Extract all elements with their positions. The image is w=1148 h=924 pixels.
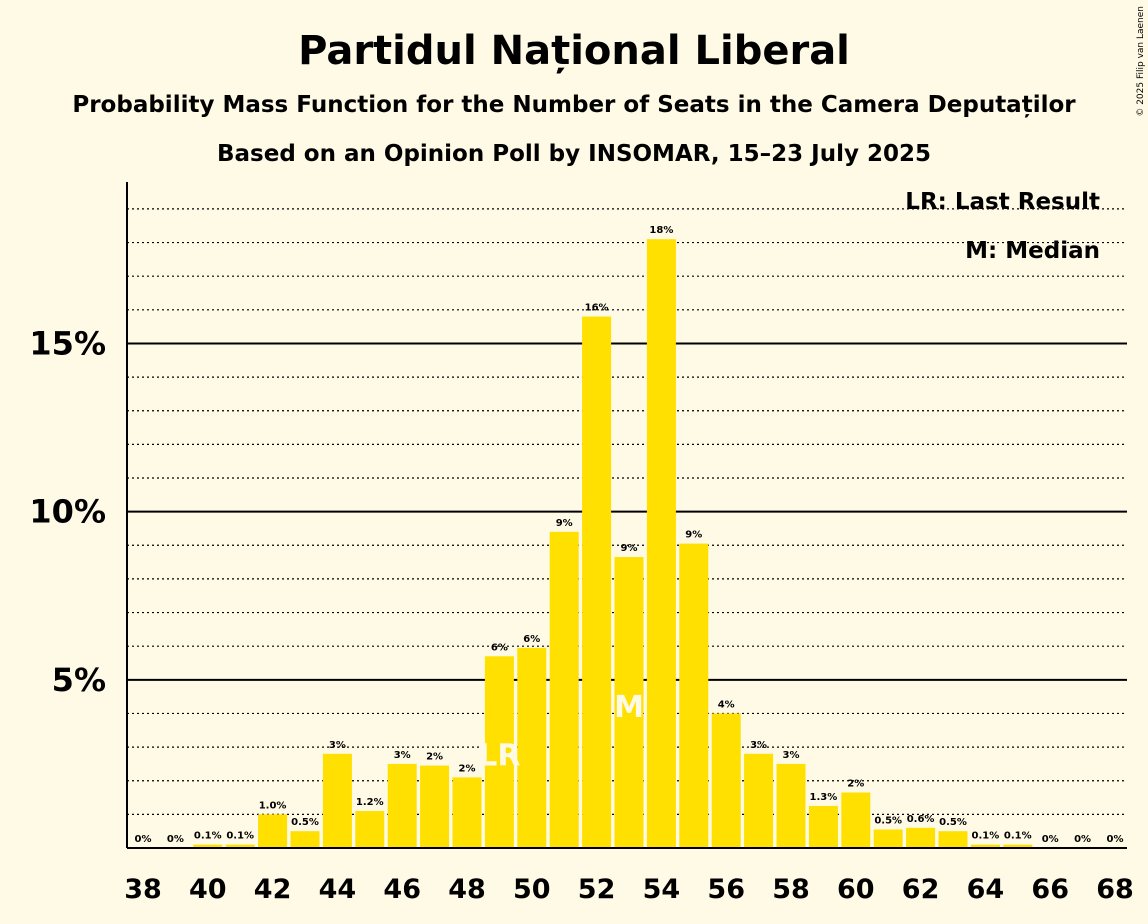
x-tick-label: 56 — [707, 874, 745, 905]
bar-label-seat-45: 1.2% — [356, 797, 384, 808]
last-result-marker: LR — [478, 739, 520, 774]
bar-label-seat-49: 6% — [491, 642, 508, 653]
bar-seat-54 — [646, 239, 676, 848]
bar-seat-41 — [225, 844, 255, 848]
x-tick-label: 40 — [189, 874, 227, 905]
bar-label-seat-62: 0.6% — [907, 814, 935, 825]
bar-label-seat-54: 18% — [649, 225, 673, 236]
x-tick-label: 54 — [643, 874, 681, 905]
chart-subtitle: Probability Mass Function for the Number… — [72, 92, 1076, 118]
bar-label-seat-43: 0.5% — [291, 817, 319, 828]
bar-label-seat-47: 2% — [426, 752, 443, 763]
bar-label-seat-51: 9% — [556, 518, 573, 529]
bar-label-seat-65: 0.1% — [1004, 831, 1032, 842]
x-tick-label: 48 — [448, 874, 486, 905]
bar-label-seat-56: 4% — [718, 699, 735, 710]
bar-label-seat-38: 0% — [135, 834, 152, 845]
bar-labels: 0% 0% 0.1% 0.1% 1.0% 0.5% 3% 1.2% 3% 2% 2% 6% 6% 9% 16… — [135, 225, 1124, 845]
bar-seat-44 — [322, 753, 352, 848]
bar-label-seat-58: 3% — [783, 750, 800, 761]
legend-median: M: Median — [965, 238, 1100, 264]
bar-seat-52 — [582, 316, 612, 849]
y-tick-label: 10% — [29, 493, 106, 531]
chart-title: Partidul Național Liberal — [298, 28, 850, 74]
bar-label-seat-57: 3% — [750, 740, 767, 751]
bar-label-seat-61: 0.5% — [874, 816, 902, 827]
y-tick-label: 15% — [29, 324, 106, 362]
copyright-notice: © 2025 Filip van Laenen — [1136, 6, 1146, 117]
bar-seat-60 — [841, 792, 871, 848]
bar-label-seat-40: 0.1% — [194, 831, 222, 842]
bar-seat-64 — [970, 844, 1000, 848]
bar-seat-40 — [193, 844, 223, 848]
bar-label-seat-41: 0.1% — [226, 831, 254, 842]
bar-label-seat-53: 9% — [621, 543, 638, 554]
bar-seat-61 — [873, 829, 903, 848]
x-tick-label: 52 — [578, 874, 616, 905]
bar-seat-55 — [679, 543, 709, 848]
bar-seat-57 — [744, 753, 774, 848]
x-tick-label: 50 — [513, 874, 551, 905]
bar-label-seat-64: 0.1% — [972, 831, 1000, 842]
bar-seat-59 — [808, 805, 838, 848]
bar-seat-46 — [387, 763, 417, 848]
bar-seat-43 — [290, 831, 320, 848]
bar-label-seat-46: 3% — [394, 750, 411, 761]
x-tick-label: 60 — [837, 874, 875, 905]
bar-seat-65 — [1003, 844, 1033, 848]
bar-label-seat-68: 0% — [1107, 834, 1124, 845]
bar-seat-48 — [452, 777, 482, 848]
bar-label-seat-39: 0% — [167, 834, 184, 845]
bar-label-seat-52: 16% — [585, 303, 609, 314]
x-tick-label: 64 — [967, 874, 1005, 905]
bar-label-seat-59: 1.3% — [810, 792, 838, 803]
x-tick-label: 46 — [383, 874, 421, 905]
bar-seat-62 — [906, 827, 936, 848]
bar-label-seat-60: 2% — [847, 779, 864, 790]
bar-label-seat-44: 3% — [329, 740, 346, 751]
bar-seat-53 — [614, 557, 644, 848]
x-tick-labels: 38 40 42 44 46 48 50 52 54 56 58 60 62 64 66 68 — [124, 874, 1134, 905]
bar-seat-45 — [355, 811, 385, 848]
y-tick-labels: 5% 10% 15% — [29, 324, 106, 698]
bar-seat-58 — [776, 763, 806, 848]
bar-seat-42 — [258, 814, 288, 848]
bar-label-seat-67: 0% — [1074, 834, 1091, 845]
bar-label-seat-50: 6% — [523, 634, 540, 645]
bar-seat-50 — [517, 647, 547, 848]
bar-seat-47 — [420, 765, 450, 848]
bar-seat-56 — [711, 713, 741, 848]
y-tick-label: 5% — [52, 661, 106, 699]
x-tick-label: 58 — [772, 874, 810, 905]
x-tick-label: 44 — [319, 874, 357, 905]
x-tick-label: 38 — [124, 874, 162, 905]
bar-label-seat-48: 2% — [459, 763, 476, 774]
bar-label-seat-55: 9% — [685, 530, 702, 541]
chart-source: Based on an Opinion Poll by INSOMAR, 15–… — [217, 141, 931, 167]
bars — [193, 239, 1033, 849]
x-tick-label: 66 — [1031, 874, 1069, 905]
bar-label-seat-66: 0% — [1042, 834, 1059, 845]
legend-last-result: LR: Last Result — [905, 189, 1100, 215]
bar-seat-63 — [938, 831, 968, 848]
x-tick-label: 62 — [902, 874, 940, 905]
axes — [126, 182, 1127, 849]
bar-seat-51 — [549, 531, 579, 848]
bar-label-seat-42: 1.0% — [259, 800, 287, 811]
x-tick-label: 68 — [1096, 874, 1134, 905]
x-tick-label: 42 — [254, 874, 292, 905]
bar-seat-49 — [484, 656, 514, 848]
bar-label-seat-63: 0.5% — [939, 817, 967, 828]
median-marker: M — [614, 690, 644, 725]
